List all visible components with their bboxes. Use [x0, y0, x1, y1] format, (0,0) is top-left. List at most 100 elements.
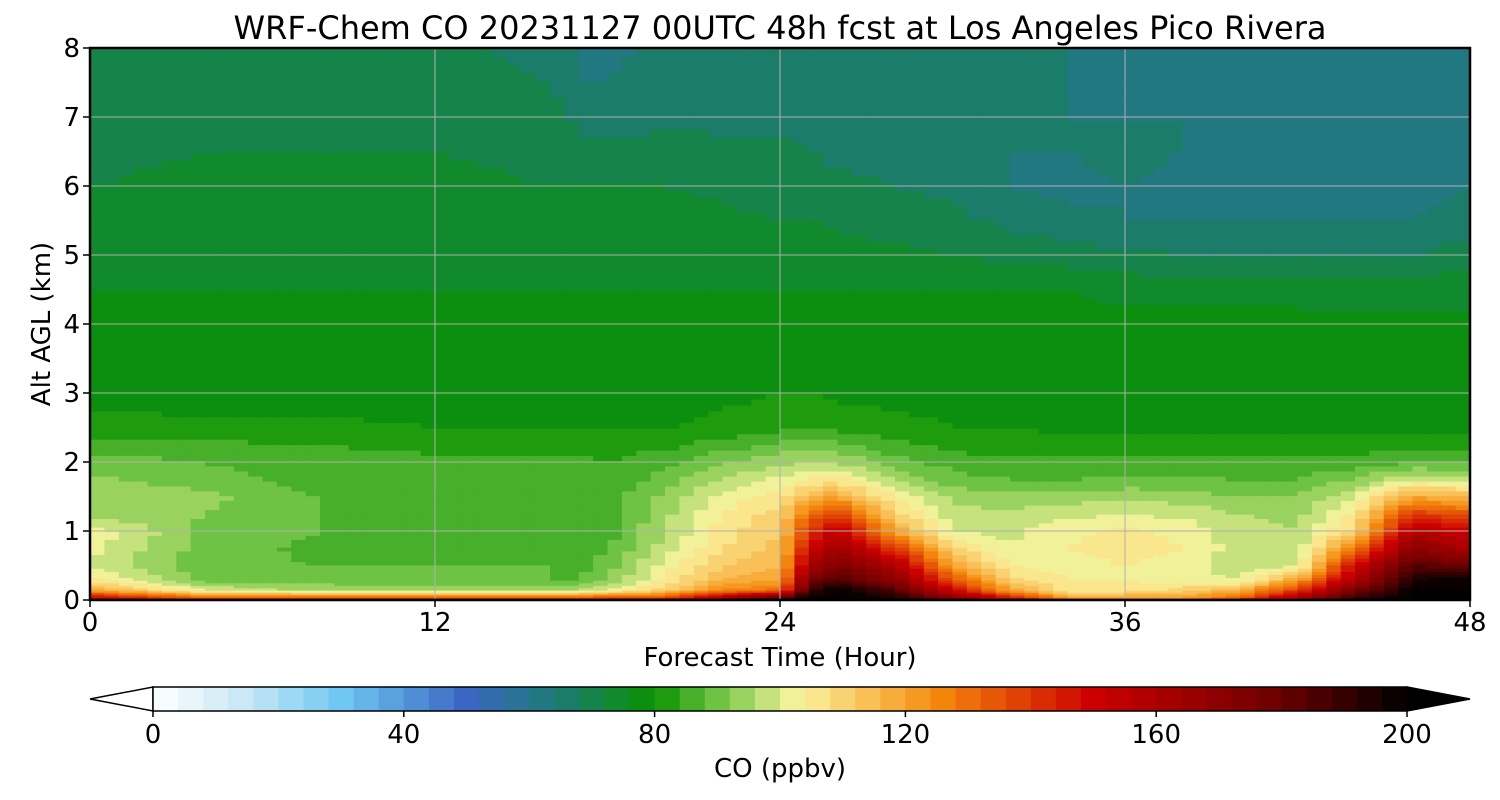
co-cell [679, 597, 695, 600]
co-cell [118, 398, 134, 406]
co-cell [1441, 490, 1457, 497]
co-cell [794, 577, 810, 581]
co-cell [1240, 504, 1256, 511]
co-cell [794, 582, 810, 586]
co-cell [1067, 577, 1083, 581]
co-cell [1211, 574, 1227, 578]
co-cell [952, 587, 968, 591]
co-cell [1067, 546, 1083, 552]
co-cell [665, 564, 681, 569]
co-cell [866, 513, 882, 520]
co-cell [1182, 567, 1198, 572]
co-cell [650, 393, 666, 400]
co-cell [118, 589, 134, 593]
co-cell [1340, 577, 1356, 581]
co-cell [1311, 546, 1328, 552]
co-cell [1441, 539, 1457, 544]
co-cell [291, 495, 307, 501]
co-cell [1168, 504, 1184, 511]
co-cell [564, 543, 580, 548]
co-cell [636, 591, 652, 595]
co-cell [1268, 531, 1284, 536]
co-cell [104, 539, 120, 544]
co-cell [535, 393, 551, 400]
co-cell [1024, 593, 1040, 597]
co-cell [435, 597, 451, 600]
co-cell [478, 554, 494, 559]
co-cell [305, 455, 321, 462]
co-cell [176, 597, 192, 600]
co-cell [248, 546, 264, 552]
co-cell [794, 449, 810, 456]
co-cell [751, 571, 767, 575]
co-cell [621, 449, 638, 456]
co-cell [363, 585, 379, 589]
co-cell [1326, 470, 1342, 477]
co-cell [650, 557, 666, 563]
co-cell [391, 579, 408, 584]
co-cell [780, 444, 796, 451]
co-cell [1240, 480, 1256, 487]
co-cell [1326, 485, 1342, 492]
co-cell [1196, 546, 1213, 552]
co-cell [190, 539, 206, 544]
co-cell [1024, 465, 1040, 472]
co-cell [1355, 564, 1371, 569]
co-cell [722, 550, 738, 556]
co-cell [147, 561, 163, 566]
co-cell [923, 410, 939, 418]
co-cell [147, 444, 163, 451]
co-cell [1412, 564, 1428, 569]
co-cell [1455, 577, 1470, 581]
co-cell [1168, 455, 1184, 462]
co-cell [1268, 460, 1284, 467]
co-cell [923, 554, 939, 559]
co-cell [1268, 433, 1284, 440]
co-cell [1326, 531, 1342, 536]
co-cell [722, 587, 738, 591]
co-cell [880, 526, 896, 532]
co-cell [262, 554, 278, 559]
co-cell [578, 422, 594, 429]
co-cell [1455, 550, 1470, 556]
co-cell [1110, 582, 1126, 586]
co-cell [1182, 550, 1198, 556]
co-cell [981, 422, 997, 429]
co-cell [1081, 574, 1098, 578]
co-cell [492, 427, 508, 435]
co-cell [909, 593, 925, 597]
co-cell [1268, 554, 1284, 559]
co-cell [1254, 513, 1270, 520]
co-cell [320, 398, 336, 406]
co-cell [823, 554, 839, 559]
co-cell [233, 475, 249, 482]
co-cell [665, 404, 681, 412]
co-cell [420, 398, 436, 406]
co-cell [233, 433, 249, 440]
co-cell [1038, 500, 1054, 506]
co-cell [938, 449, 954, 456]
co-cell [564, 518, 580, 524]
co-cell [219, 438, 235, 446]
co-cell [1139, 433, 1155, 440]
co-cell [305, 485, 321, 492]
co-cell [1369, 465, 1385, 472]
co-cell [1355, 582, 1371, 586]
co-cell [751, 398, 767, 406]
co-cell [190, 522, 206, 528]
co-cell [1139, 480, 1155, 487]
co-cell [1340, 539, 1356, 544]
co-cell [808, 597, 824, 600]
co-cell [1297, 518, 1313, 524]
co-cell [966, 577, 983, 581]
co-cell [1110, 500, 1126, 506]
co-cell [550, 522, 566, 528]
co-cell [794, 574, 810, 578]
co-cell [521, 393, 537, 400]
co-cell [1369, 410, 1385, 418]
co-cell [305, 470, 321, 477]
co-cell [1297, 427, 1313, 435]
co-cell [1110, 504, 1126, 511]
co-cell [1455, 427, 1470, 435]
co-cell [1067, 449, 1083, 456]
